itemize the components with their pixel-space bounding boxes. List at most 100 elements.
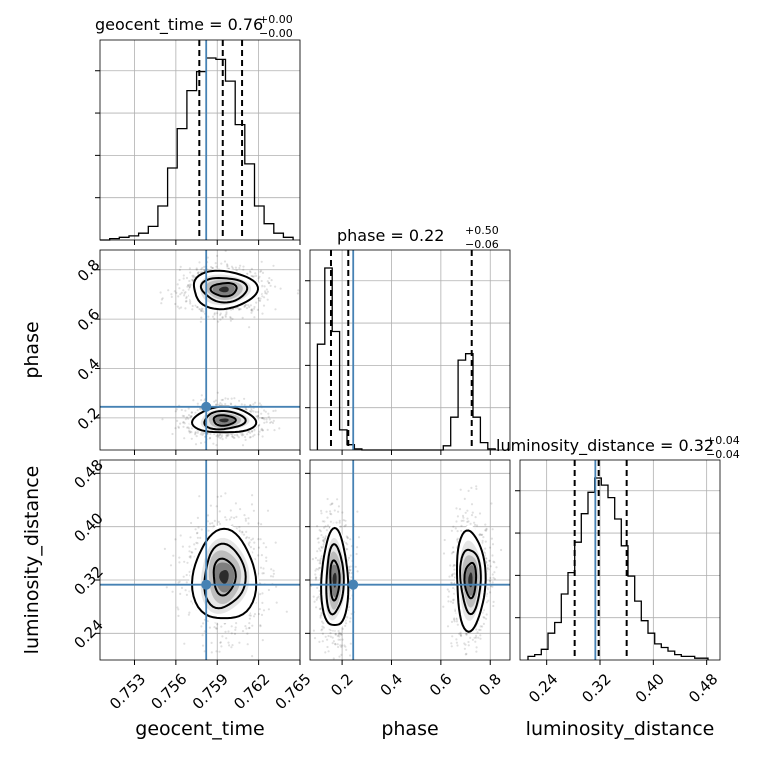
scatter-point bbox=[313, 637, 317, 640]
title-geocent_time: geocent_time = 0.76 +0.00 −0.00 bbox=[95, 13, 293, 40]
scatter-point bbox=[224, 397, 227, 400]
scatter-point bbox=[213, 312, 216, 315]
scatter-point bbox=[478, 628, 481, 632]
scatter-point bbox=[349, 554, 352, 557]
scatter-point bbox=[338, 521, 341, 524]
scatter-point bbox=[492, 576, 495, 579]
scatter-point bbox=[345, 648, 348, 652]
scatter-point bbox=[241, 630, 245, 633]
scatter-point bbox=[449, 564, 452, 567]
scatter-point bbox=[486, 588, 489, 591]
scatter-point bbox=[228, 644, 231, 647]
scatter-point bbox=[344, 524, 347, 527]
scatter-point bbox=[224, 516, 227, 519]
scatter-point bbox=[481, 539, 484, 543]
scatter-point bbox=[219, 312, 222, 315]
scatter-point bbox=[254, 401, 257, 404]
scatter-point bbox=[194, 443, 198, 446]
scatter-point bbox=[260, 260, 263, 263]
scatter-point bbox=[356, 570, 359, 573]
joint-panel-phase-luminosity_distance bbox=[309, 459, 511, 661]
scatter-point bbox=[226, 434, 229, 437]
scatter-point bbox=[253, 433, 256, 436]
scatter-point bbox=[228, 518, 231, 521]
scatter-point bbox=[265, 559, 268, 563]
scatter-point bbox=[221, 434, 224, 437]
scatter-point bbox=[190, 278, 193, 281]
scatter-point bbox=[337, 510, 340, 513]
scatter-point bbox=[257, 538, 260, 541]
scatter-point bbox=[250, 308, 253, 311]
scatter-point bbox=[210, 651, 213, 654]
ylabel-luminosity_distance: luminosity_distance bbox=[21, 466, 43, 655]
scatter-point bbox=[481, 625, 484, 628]
scatter-point bbox=[175, 291, 178, 294]
scatter-point bbox=[213, 626, 216, 629]
scatter-point bbox=[184, 300, 187, 303]
scatter-point bbox=[344, 624, 347, 628]
scatter-point bbox=[338, 635, 341, 638]
scatter-point bbox=[220, 645, 223, 648]
scatter-point bbox=[249, 431, 252, 434]
scatter-point bbox=[488, 559, 491, 562]
scatter-point bbox=[491, 585, 494, 588]
scatter-point bbox=[272, 409, 275, 413]
scatter-point bbox=[471, 638, 474, 641]
scatter-point bbox=[257, 612, 261, 616]
scatter-point bbox=[266, 290, 269, 293]
scatter-point bbox=[191, 304, 194, 308]
scatter-point bbox=[179, 265, 182, 268]
scatter-point bbox=[247, 304, 250, 307]
scatter-point bbox=[335, 521, 338, 524]
scatter-point bbox=[334, 633, 337, 636]
scatter-point bbox=[211, 315, 215, 318]
scatter-point bbox=[460, 529, 463, 532]
scatter-point bbox=[188, 285, 191, 288]
scatter-point bbox=[249, 271, 252, 274]
scatter-point bbox=[210, 265, 213, 269]
scatter-point bbox=[455, 618, 458, 621]
xticklabel-luminosity_distance-2: 0.40 bbox=[632, 670, 668, 706]
scatter-point bbox=[242, 433, 245, 436]
scatter-point bbox=[332, 657, 335, 660]
scatter-point bbox=[230, 397, 233, 400]
scatter-point bbox=[346, 616, 349, 619]
scatter-point bbox=[260, 427, 263, 430]
scatter-point bbox=[215, 434, 218, 438]
scatter-point bbox=[455, 641, 458, 644]
scatter-point bbox=[327, 650, 330, 653]
scatter-point bbox=[320, 512, 323, 515]
density-fill-4 bbox=[219, 286, 229, 293]
scatter-point bbox=[234, 502, 237, 505]
scatter-point bbox=[215, 650, 218, 653]
scatter-point bbox=[245, 307, 249, 310]
contour-0 bbox=[190, 527, 258, 620]
scatter-point bbox=[190, 521, 193, 525]
scatter-point bbox=[330, 502, 333, 505]
scatter-point bbox=[211, 266, 214, 270]
scatter-point bbox=[181, 414, 184, 417]
scatter-point bbox=[452, 586, 455, 590]
scatter-point bbox=[179, 293, 182, 296]
scatter-point bbox=[197, 271, 200, 274]
scatter-point bbox=[317, 595, 320, 598]
scatter-point bbox=[329, 520, 332, 523]
scatter-point bbox=[261, 601, 264, 605]
scatter-point bbox=[354, 565, 357, 568]
scatter-point bbox=[452, 550, 455, 554]
scatter-point bbox=[489, 576, 492, 580]
scatter-point bbox=[224, 402, 227, 406]
title-phase-prefix: phase = 0.22 bbox=[337, 226, 444, 245]
scatter-point bbox=[355, 552, 358, 556]
hist-luminosity_distance-frame bbox=[519, 459, 721, 661]
scatter-point bbox=[259, 624, 262, 627]
scatter-point bbox=[460, 634, 463, 638]
xticklabel-geocent_time-2: 0.759 bbox=[189, 670, 232, 713]
scatter-point bbox=[346, 536, 349, 539]
scatter-point bbox=[227, 433, 230, 436]
scatter-point bbox=[253, 613, 257, 616]
scatter-point bbox=[221, 315, 224, 319]
scatter-point bbox=[238, 399, 241, 402]
scatter-point bbox=[467, 644, 470, 647]
density-fill-4 bbox=[219, 570, 229, 584]
